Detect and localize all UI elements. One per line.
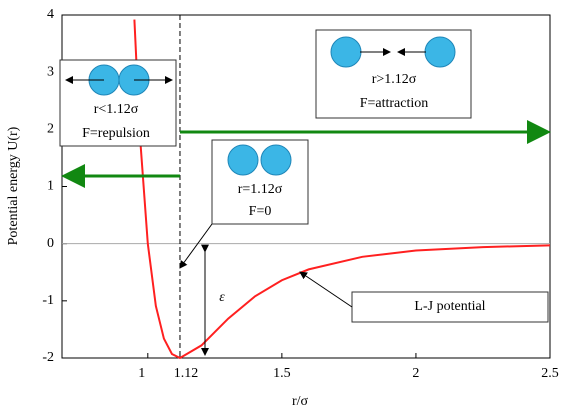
x-tick-label: 2.5 [541, 366, 559, 381]
y-tick-label: 3 [47, 64, 54, 79]
annotation: r=1.12σ [238, 182, 283, 197]
x-axis-label: r/σ [292, 394, 309, 409]
annotation: r>1.12σ [372, 72, 417, 87]
annotation: r<1.12σ [94, 102, 139, 117]
y-tick-label: 1 [47, 179, 54, 194]
box [351, 291, 549, 323]
annotation: F=repulsion [82, 126, 150, 141]
y-tick-label: 4 [47, 7, 54, 22]
molecule [260, 144, 292, 176]
annotation: ε [219, 290, 225, 305]
x-tick-label: 1 [138, 366, 145, 381]
annotation: F=0 [249, 204, 272, 219]
y-tick-label: -1 [42, 293, 54, 308]
x-tick-label: 2 [412, 366, 419, 381]
box [211, 139, 309, 225]
y-tick-label: 2 [47, 122, 54, 137]
molecule [227, 144, 259, 176]
annotation: L-J potential [414, 299, 485, 314]
y-tick-label: 0 [47, 236, 54, 251]
mask [61, 0, 551, 15]
y-axis-label: Potential energy U(r) [6, 126, 21, 245]
molecule [424, 36, 456, 68]
x-tick-label: 1.5 [273, 366, 291, 381]
x-tick-label: 1.12 [174, 366, 199, 381]
pointer [299, 271, 353, 308]
annotation: F=attraction [360, 96, 429, 111]
pointer [179, 223, 213, 269]
y-tick-label: -2 [42, 350, 54, 365]
line-series [133, 19, 551, 360]
molecule [330, 36, 362, 68]
